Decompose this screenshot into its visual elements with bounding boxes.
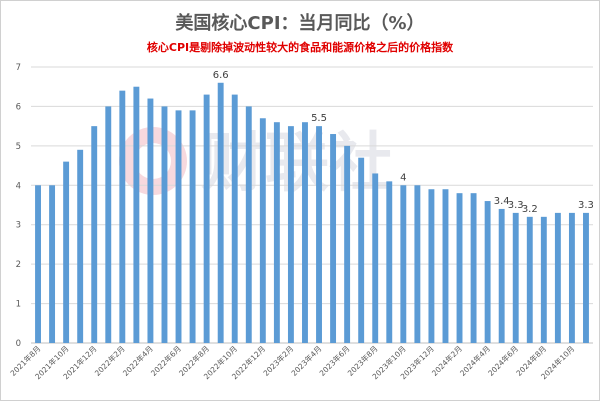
bar (568, 212, 575, 343)
bar (442, 189, 449, 343)
bar (358, 157, 365, 343)
bar (302, 122, 308, 343)
data-label: 6.6 (213, 70, 229, 81)
data-label: 3.4 (494, 196, 510, 207)
bar (428, 189, 435, 343)
bar (484, 201, 491, 343)
bar (231, 94, 238, 343)
bar (175, 110, 182, 343)
bar (217, 82, 224, 344)
bar (540, 216, 547, 343)
bar (161, 106, 168, 343)
bar (470, 193, 477, 343)
y-tick-label: 4 (16, 181, 21, 191)
watermark-text: 财联社 (201, 127, 393, 201)
watermark-logo: 财联社 (119, 127, 393, 201)
bar (133, 86, 140, 343)
bar (330, 134, 337, 343)
data-label: 3.3 (508, 200, 524, 211)
y-tick-label: 7 (16, 63, 21, 73)
bar (189, 110, 196, 343)
bar (498, 208, 505, 343)
bar (456, 193, 463, 343)
data-label: 4 (400, 172, 406, 183)
bar (344, 145, 351, 343)
y-tick-label: 3 (16, 221, 21, 231)
bar (316, 126, 322, 344)
y-tick-label: 0 (16, 339, 21, 349)
bar (512, 212, 519, 343)
data-label: 3.2 (522, 204, 538, 215)
data-label: 5.5 (311, 113, 327, 124)
y-tick-label: 2 (16, 260, 21, 270)
bar (287, 126, 294, 344)
data-label: 3.3 (578, 200, 594, 211)
bar (77, 149, 84, 343)
y-tick-label: 6 (16, 102, 21, 112)
bar (386, 181, 393, 343)
bar (63, 161, 70, 343)
bar (35, 185, 41, 343)
bar (49, 185, 56, 343)
bar (554, 212, 561, 343)
bar (203, 94, 210, 343)
bar (91, 126, 98, 344)
bar (147, 98, 154, 344)
bar (400, 185, 407, 343)
bar (259, 118, 266, 343)
bar (119, 90, 126, 344)
y-tick-label: 1 (16, 300, 21, 310)
bar (245, 106, 252, 343)
chart-title: 美国核心CPI：当月同比（%） (175, 13, 425, 34)
y-tick-label: 5 (16, 142, 21, 152)
bar (414, 185, 421, 343)
chart-subtitle: 核心CPI是剔除掉波动性较大的食品和能源价格之后的价格指数 (146, 41, 454, 54)
bar (583, 212, 589, 343)
bar (526, 216, 533, 343)
bar (105, 106, 112, 343)
bar (273, 122, 280, 343)
bar (372, 173, 379, 343)
